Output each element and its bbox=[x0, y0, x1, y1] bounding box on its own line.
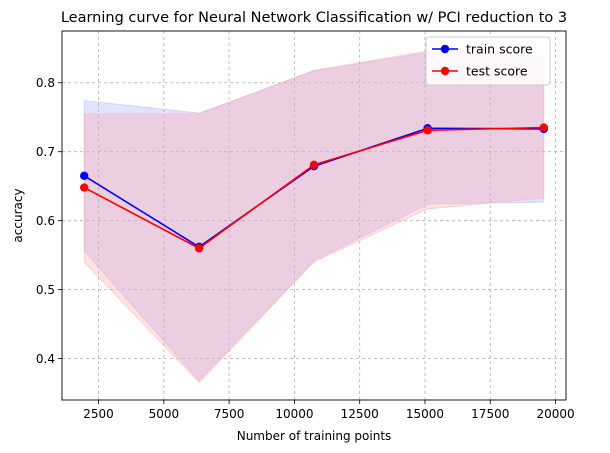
plot-frame bbox=[61, 30, 567, 401]
y-axis-label: accuracy bbox=[11, 188, 25, 242]
x-axis-label: Number of training points bbox=[237, 429, 392, 443]
y-tick-label: 0.7 bbox=[36, 145, 55, 159]
chart-title: Learning curve for Neural Network Classi… bbox=[61, 10, 567, 26]
legend: train score test score bbox=[425, 36, 551, 86]
test-score-point bbox=[194, 244, 204, 253]
y-tick-label: 0.8 bbox=[36, 76, 55, 90]
test-score-point bbox=[309, 160, 319, 170]
test-score-point bbox=[423, 126, 432, 135]
x-axis-ticks: 2500 5000 7500 10000 12500 15000 17500 20000 bbox=[83, 400, 575, 421]
train-score-legend-label: train score bbox=[466, 42, 533, 57]
x-tick-label: 10000 bbox=[275, 407, 313, 421]
test-score-point bbox=[539, 123, 549, 132]
y-tick-label: 0.5 bbox=[36, 283, 55, 297]
train-score-legend-marker bbox=[440, 44, 450, 54]
test-score-legend-label: test score bbox=[466, 64, 528, 79]
x-tick-label: 7500 bbox=[214, 407, 245, 421]
x-tick-label: 5000 bbox=[149, 407, 180, 421]
x-tick-label: 20000 bbox=[536, 407, 574, 421]
x-tick-label: 2500 bbox=[83, 407, 114, 421]
y-tick-label: 0.6 bbox=[36, 214, 55, 228]
y-axis-ticks: 0.4 0.5 0.6 0.7 0.8 bbox=[36, 76, 62, 366]
series-points bbox=[79, 123, 549, 253]
y-tick-label: 0.4 bbox=[36, 352, 55, 366]
x-tick-label: 17500 bbox=[471, 407, 509, 421]
test-score-legend-marker bbox=[440, 66, 450, 76]
x-tick-label: 15000 bbox=[406, 407, 444, 421]
x-tick-label: 12500 bbox=[341, 407, 379, 421]
train-score-point bbox=[79, 171, 89, 181]
test-score-point bbox=[79, 183, 89, 192]
